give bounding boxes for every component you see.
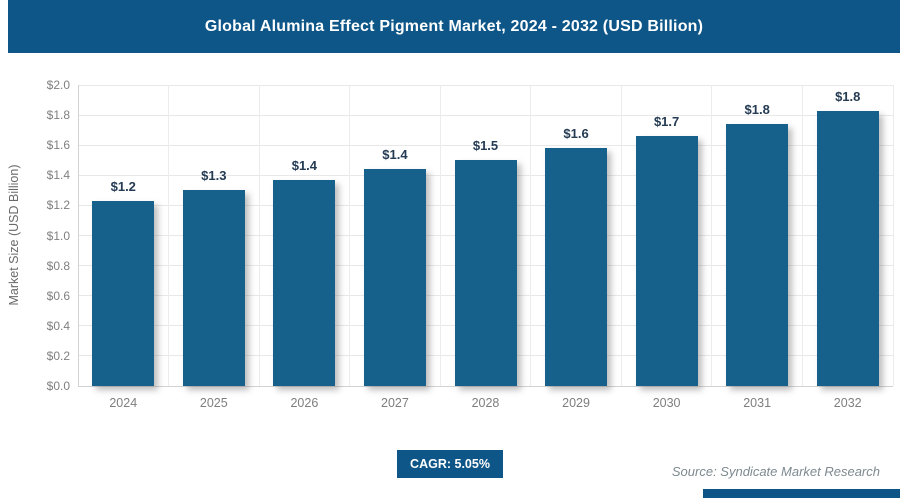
x-tick-label: 2029 xyxy=(562,396,590,410)
y-tick-label: $0.2 xyxy=(46,348,70,363)
chart-title-bar: Global Alumina Effect Pigment Market, 20… xyxy=(8,0,900,53)
y-tick-label: $1.0 xyxy=(46,228,70,243)
bar-2028 xyxy=(454,160,517,386)
x-tick-label: 2025 xyxy=(199,396,228,410)
bar-2030 xyxy=(635,136,698,386)
bar-2026 xyxy=(273,179,336,386)
gridline-vertical xyxy=(620,85,622,386)
y-tick-label: $0.6 xyxy=(46,288,70,303)
y-tick-label: $0.0 xyxy=(46,379,70,393)
bar-value-label: $1.7 xyxy=(653,114,680,130)
y-tick-label: $1.2 xyxy=(46,198,70,213)
cagr-badge: CAGR: 5.05% xyxy=(397,450,503,478)
gridline-horizontal xyxy=(78,114,893,116)
source-attribution: Source: Syndicate Market Research xyxy=(671,464,880,479)
gridline-vertical xyxy=(711,85,713,386)
x-tick-label: 2031 xyxy=(743,396,772,410)
y-axis-line xyxy=(78,85,79,386)
bar-value-label: $1.6 xyxy=(563,126,589,142)
bar-2029 xyxy=(545,148,608,386)
gridline-vertical xyxy=(349,85,351,386)
bar-value-label: $1.5 xyxy=(472,138,499,154)
gridline-vertical xyxy=(530,85,532,386)
bar-value-label: $1.4 xyxy=(291,157,318,173)
x-tick-label: 2024 xyxy=(109,396,138,410)
y-tick-label: $0.8 xyxy=(46,258,70,273)
bar-2031 xyxy=(726,124,789,386)
bar-2025 xyxy=(182,190,245,386)
bar-value-label: $1.2 xyxy=(110,178,136,194)
chart-title: Global Alumina Effect Pigment Market, 20… xyxy=(204,17,704,35)
bar-value-label: $1.8 xyxy=(835,88,861,104)
x-tick-label: 2026 xyxy=(290,396,319,410)
bar-2032 xyxy=(816,110,879,386)
x-tick-label: 2030 xyxy=(652,396,681,410)
gridline-vertical xyxy=(258,85,260,386)
gridline-vertical xyxy=(439,85,441,386)
bar-value-label: $1.8 xyxy=(744,102,770,118)
gridline-horizontal xyxy=(78,84,893,86)
y-tick-label: $2.0 xyxy=(46,78,70,92)
bar-2024 xyxy=(92,200,155,386)
bar-2027 xyxy=(363,169,426,386)
gridline-horizontal xyxy=(78,144,893,146)
x-axis-line xyxy=(78,386,893,387)
x-tick-label: 2027 xyxy=(381,396,409,410)
gridline-vertical xyxy=(168,85,170,386)
x-tick-label: 2028 xyxy=(471,396,500,410)
footer-accent-bar xyxy=(703,489,900,498)
bar-value-label: $1.3 xyxy=(201,168,227,184)
y-tick-label: $0.4 xyxy=(46,318,70,333)
x-tick-label: 2032 xyxy=(833,396,862,410)
y-tick-label: $1.4 xyxy=(46,168,70,183)
y-tick-label: $1.8 xyxy=(46,108,70,123)
bar-value-label: $1.4 xyxy=(382,147,408,163)
gridline-vertical xyxy=(801,85,803,386)
gridline-vertical xyxy=(892,85,894,386)
y-tick-label: $1.6 xyxy=(46,138,70,153)
